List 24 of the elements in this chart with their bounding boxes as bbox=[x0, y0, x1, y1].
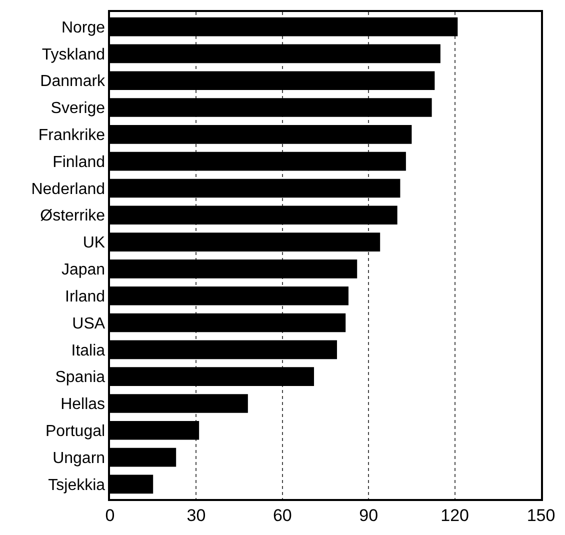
y-tick-label: UK bbox=[82, 234, 106, 252]
y-tick-label: Hellas bbox=[60, 396, 106, 414]
x-tick-label: 0 bbox=[105, 506, 115, 526]
y-tick-label: Frankrike bbox=[38, 127, 106, 144]
x-tick-label: 30 bbox=[186, 506, 206, 526]
y-tick-label: Irland bbox=[65, 288, 106, 306]
y-tick-label: Nederland bbox=[31, 180, 106, 198]
x-tick-label: 60 bbox=[272, 506, 292, 526]
x-tick-label: 120 bbox=[440, 506, 469, 526]
y-tick-label: Tyskland bbox=[42, 46, 106, 64]
y-tick-label: Japan bbox=[61, 262, 106, 279]
y-tick-label: Ungarn bbox=[52, 450, 106, 467]
y-tick-label: Danmark bbox=[40, 73, 106, 90]
y-tick-label: Spania bbox=[55, 369, 106, 386]
y-tick-label: Italia bbox=[71, 342, 106, 360]
y-tick-label: Norge bbox=[61, 19, 106, 36]
y-tick-label: Finland bbox=[52, 154, 106, 171]
y-tick-label: USA bbox=[72, 315, 106, 332]
x-tick-label: 90 bbox=[359, 506, 378, 526]
y-tick-label: Portugal bbox=[45, 422, 106, 440]
y-tick-label: Østerrike bbox=[40, 208, 106, 225]
y-tick-label: Tsjekkia bbox=[48, 476, 106, 494]
y-tick-label: Sverige bbox=[50, 100, 106, 118]
x-tick-label: 150 bbox=[526, 506, 556, 526]
